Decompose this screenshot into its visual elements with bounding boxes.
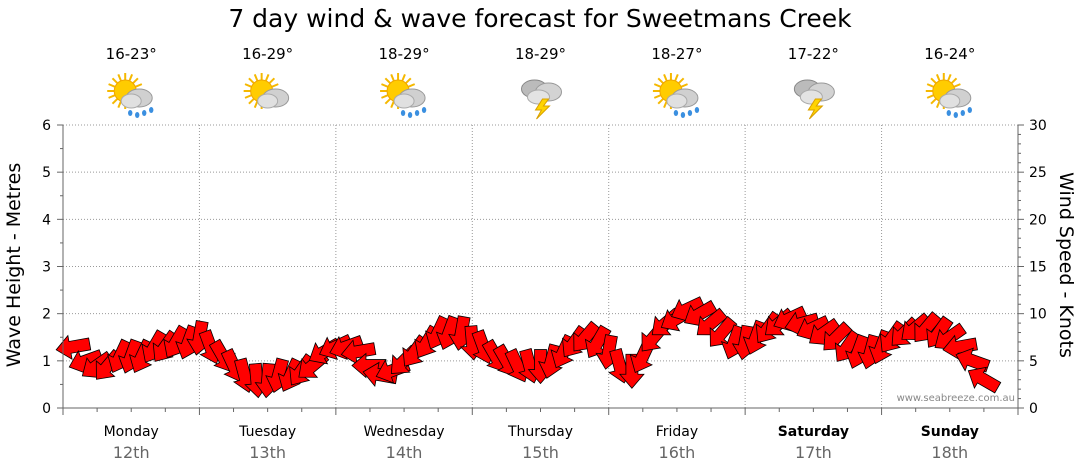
storm-icon <box>521 79 562 120</box>
sun-cloud-rain-icon <box>925 73 972 118</box>
sun-cloud-icon <box>243 73 290 109</box>
wind-arrow <box>967 366 1002 394</box>
y-right-tick-label: 20 <box>1029 212 1047 228</box>
date-label: 16th <box>659 443 696 462</box>
wind-arrow <box>55 334 92 360</box>
day-label: Thursday <box>507 424 573 440</box>
wind-arrow <box>709 315 738 347</box>
y-right-tick-label: 25 <box>1029 165 1047 181</box>
sun-cloud-rain-icon <box>107 73 154 118</box>
date-label: 17th <box>795 443 832 462</box>
date-label: 13th <box>249 443 286 462</box>
day-label: Saturday <box>778 424 849 440</box>
y-left-tick-label: 2 <box>42 307 51 323</box>
y-left-tick-label: 5 <box>42 165 51 181</box>
date-label: 12th <box>113 443 150 462</box>
date-label: 15th <box>522 443 559 462</box>
temp-range: 18-27° <box>651 45 702 63</box>
temp-range: 18-29° <box>379 45 430 63</box>
y-right-tick-label: 0 <box>1029 401 1038 417</box>
day-label: Monday <box>104 424 159 440</box>
chart-title: 7 day wind & wave forecast for Sweetmans… <box>228 4 852 33</box>
y-left-tick-label: 3 <box>42 260 51 276</box>
y-right-label: Wind Speed - Knots <box>1055 172 1077 358</box>
day-label: Sunday <box>921 424 979 440</box>
sun-cloud-rain-icon <box>380 73 427 118</box>
y-right-tick-label: 15 <box>1029 260 1047 276</box>
wind-arrow <box>340 339 377 365</box>
weather-strip: 16-23° 16-29° 18-29° 18-29° 18-27° 17-22° 16-2… <box>106 45 975 120</box>
day-label: Wednesday <box>364 424 445 440</box>
credit-text: www.seabreeze.com.au <box>897 393 1015 404</box>
sun-cloud-rain-icon <box>652 73 700 118</box>
date-label: 14th <box>386 443 423 462</box>
y-right-tick-label: 30 <box>1029 118 1047 134</box>
wind-arrow <box>584 324 612 359</box>
temp-range: 16-24° <box>924 45 975 63</box>
wind-arrows <box>55 296 1002 399</box>
day-label: Tuesday <box>238 424 296 440</box>
date-label: 18th <box>931 443 968 462</box>
y-left-tick-label: 6 <box>42 118 51 134</box>
y-left-tick-label: 4 <box>42 212 51 228</box>
temp-range: 16-23° <box>106 45 157 63</box>
y-right-tick-label: 5 <box>1029 354 1038 370</box>
storm-icon <box>793 79 835 120</box>
temp-range: 17-22° <box>788 45 839 63</box>
day-label: Friday <box>656 424 698 440</box>
y-left-tick-label: 1 <box>42 354 51 370</box>
wind-arrow <box>955 347 991 373</box>
axes: 0 1 2 3 4 5 6 0 5 10 15 20 25 30 Monday 12th Tuesday 13th… <box>42 118 1047 462</box>
y-left-label: Wave Height - Metres <box>3 163 25 367</box>
temp-range: 18-29° <box>515 45 566 63</box>
y-left-tick-label: 0 <box>42 401 51 417</box>
y-right-tick-label: 10 <box>1029 307 1047 323</box>
temp-range: 16-29° <box>242 45 293 63</box>
